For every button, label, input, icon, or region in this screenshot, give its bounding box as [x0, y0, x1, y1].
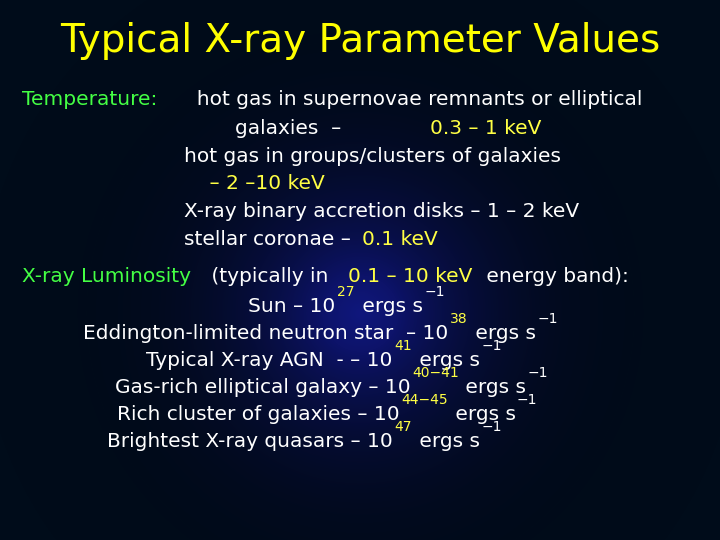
Text: Temperature:: Temperature: [22, 90, 157, 110]
Text: 0.3 – 1 keV: 0.3 – 1 keV [430, 119, 541, 138]
Text: stellar coronae –: stellar coronae – [184, 230, 357, 249]
Text: −1: −1 [517, 393, 537, 407]
Text: Rich cluster of galaxies – 10: Rich cluster of galaxies – 10 [117, 405, 400, 424]
Text: energy band):: energy band): [480, 267, 629, 286]
Text: 40−41: 40−41 [413, 366, 459, 380]
Text: Brightest X-ray quasars – 10: Brightest X-ray quasars – 10 [107, 432, 392, 451]
Text: 47: 47 [395, 420, 412, 434]
Text: X-ray Luminosity: X-ray Luminosity [22, 267, 191, 286]
Text: X-ray binary accretion disks – 1 – 2 keV: X-ray binary accretion disks – 1 – 2 keV [184, 201, 579, 221]
Text: 0.1 keV: 0.1 keV [362, 230, 438, 249]
Text: Typical X-ray AGN  - – 10: Typical X-ray AGN - – 10 [146, 351, 392, 370]
Text: 44−45: 44−45 [402, 393, 449, 407]
Text: Typical X-ray Parameter Values: Typical X-ray Parameter Values [60, 22, 660, 59]
Text: −1: −1 [528, 366, 548, 380]
Text: Eddington-limited neutron star  – 10: Eddington-limited neutron star – 10 [83, 324, 448, 343]
Text: Gas-rich elliptical galaxy – 10: Gas-rich elliptical galaxy – 10 [114, 378, 410, 397]
Text: ergs s: ergs s [459, 378, 526, 397]
Text: hot gas in groups/clusters of galaxies: hot gas in groups/clusters of galaxies [184, 147, 561, 166]
Text: ergs s: ergs s [449, 405, 516, 424]
Text: ergs s: ergs s [413, 351, 480, 370]
Text: (typically in: (typically in [205, 267, 335, 286]
Text: 38: 38 [450, 312, 467, 326]
Text: galaxies  –: galaxies – [184, 119, 360, 138]
Text: Sun – 10: Sun – 10 [248, 297, 335, 316]
Text: 41: 41 [395, 339, 412, 353]
Text: −1: −1 [482, 339, 502, 353]
Text: – 2 –10 keV: – 2 –10 keV [184, 174, 324, 193]
Text: −1: −1 [537, 312, 557, 326]
Text: 27: 27 [337, 285, 354, 299]
Text: ergs s: ergs s [469, 324, 536, 343]
Text: −1: −1 [482, 420, 502, 434]
Text: hot gas in supernovae remnants or elliptical: hot gas in supernovae remnants or ellipt… [184, 90, 642, 110]
Text: ergs s: ergs s [413, 432, 480, 451]
Text: −1: −1 [424, 285, 444, 299]
Text: 0.1 – 10 keV: 0.1 – 10 keV [348, 267, 473, 286]
Text: ergs s: ergs s [356, 297, 423, 316]
